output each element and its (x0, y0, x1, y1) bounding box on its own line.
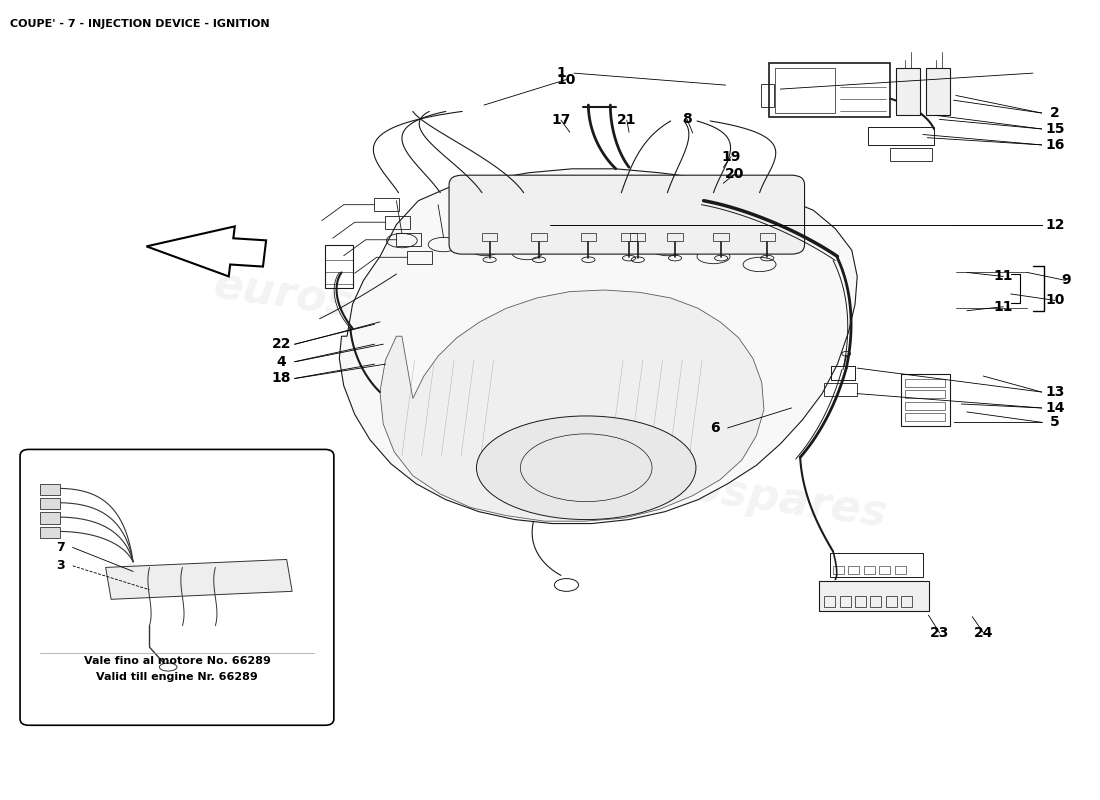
Bar (905, 413, 945, 421)
Text: 22: 22 (272, 337, 290, 351)
Bar (905, 390, 945, 398)
Bar (769, 62, 890, 117)
Bar (864, 566, 874, 574)
Text: 14: 14 (1045, 401, 1065, 415)
Text: 8: 8 (682, 112, 692, 126)
Bar (848, 566, 859, 574)
Text: Vale fino al motore No. 66289: Vale fino al motore No. 66289 (84, 656, 271, 666)
Text: 24: 24 (974, 626, 993, 640)
Text: 15: 15 (1045, 122, 1065, 136)
Bar (879, 566, 890, 574)
Text: 17: 17 (551, 113, 571, 127)
Text: 12: 12 (1045, 218, 1065, 232)
Bar (833, 566, 844, 574)
Bar (890, 148, 932, 161)
Text: Valid till engine Nr. 66289: Valid till engine Nr. 66289 (96, 672, 257, 682)
Bar (407, 251, 431, 264)
Ellipse shape (476, 416, 696, 519)
Bar (894, 566, 905, 574)
Bar (40, 498, 59, 510)
Bar (830, 366, 855, 380)
Bar (870, 596, 881, 607)
Text: eurospares: eurospares (605, 454, 890, 537)
Text: 3: 3 (56, 559, 65, 572)
Bar (901, 596, 912, 607)
FancyBboxPatch shape (20, 450, 333, 726)
Text: 2: 2 (1049, 106, 1059, 120)
Text: 6: 6 (710, 421, 719, 435)
Bar (818, 581, 928, 611)
Bar (482, 233, 497, 241)
Text: 11: 11 (993, 270, 1013, 283)
Text: 16: 16 (1045, 138, 1065, 152)
Bar (886, 596, 896, 607)
Text: 10: 10 (557, 73, 576, 86)
Polygon shape (106, 559, 293, 599)
Text: eurospares: eurospares (210, 263, 495, 346)
Bar (824, 596, 835, 607)
Bar (396, 234, 420, 246)
Bar (905, 379, 945, 387)
Bar (40, 513, 59, 523)
Text: 23: 23 (930, 626, 949, 640)
Bar (630, 233, 646, 241)
Bar (621, 233, 637, 241)
Bar (385, 216, 409, 229)
Text: 7: 7 (56, 541, 65, 554)
Text: 5: 5 (1049, 415, 1059, 430)
Polygon shape (339, 169, 857, 523)
Bar (855, 596, 866, 607)
Bar (531, 233, 547, 241)
Bar (895, 68, 920, 114)
Text: 1: 1 (557, 66, 565, 80)
Bar (760, 233, 774, 241)
Bar (774, 68, 835, 113)
Text: 13: 13 (1045, 385, 1065, 399)
Bar (761, 84, 773, 106)
Polygon shape (379, 290, 764, 521)
Bar (829, 553, 923, 577)
Text: 10: 10 (1045, 294, 1065, 307)
Bar (824, 383, 857, 396)
Text: eurospares: eurospares (123, 558, 230, 590)
Bar (868, 127, 934, 145)
Bar (901, 374, 950, 426)
Bar (668, 233, 683, 241)
Bar (40, 526, 59, 538)
Text: 21: 21 (617, 113, 637, 127)
FancyBboxPatch shape (449, 175, 804, 254)
Text: 20: 20 (725, 167, 744, 182)
Bar (905, 402, 945, 410)
Bar (581, 233, 596, 241)
Bar (926, 68, 950, 114)
Text: 9: 9 (1060, 274, 1070, 287)
Text: 4: 4 (276, 354, 286, 369)
Bar (374, 198, 398, 211)
Text: 18: 18 (272, 371, 290, 386)
Bar (40, 484, 59, 495)
Text: 19: 19 (722, 150, 740, 164)
Bar (714, 233, 729, 241)
Bar (839, 596, 850, 607)
Text: 11: 11 (993, 300, 1013, 314)
Text: COUPE' - 7 - INJECTION DEVICE - IGNITION: COUPE' - 7 - INJECTION DEVICE - IGNITION (10, 19, 269, 29)
Bar (326, 245, 352, 288)
